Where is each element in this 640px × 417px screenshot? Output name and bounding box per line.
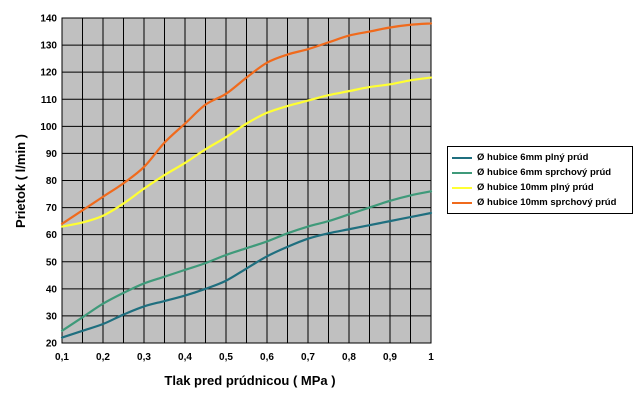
y-tick-label: 80 <box>46 176 58 187</box>
series-line-1 <box>60 211 433 339</box>
x-tick-label: 0,2 <box>96 352 110 363</box>
y-tick-label: 20 <box>46 339 58 350</box>
x-tick-label: 0,8 <box>342 352 356 363</box>
legend-label: Ø hubice 10mm sprchový prúd <box>477 197 617 208</box>
x-tick-label: 0,6 <box>260 352 274 363</box>
x-tick-label: 0,5 <box>219 352 233 363</box>
x-axis-title: Tlak pred prúdnicou ( MPa ) <box>164 373 335 388</box>
legend-label: Ø hubice 6mm plný prúd <box>477 152 589 163</box>
y-tick-label: 110 <box>41 95 58 106</box>
y-tick-label: 120 <box>40 68 57 79</box>
legend-swatch <box>452 186 472 189</box>
x-tick-label: 0,7 <box>301 352 315 363</box>
gridlines <box>61 17 432 344</box>
legend-item: Ø hubice 6mm plný prúd <box>452 150 628 165</box>
series-line-2 <box>60 190 433 332</box>
legend-swatch <box>452 201 472 204</box>
x-tick-label: 0,1 <box>55 352 69 363</box>
x-tick-label: 0,4 <box>178 352 192 363</box>
legend-label: Ø hubice 10mm plný prúd <box>477 182 594 193</box>
chart-legend: Ø hubice 6mm plný prúd Ø hubice 6mm sprch… <box>447 146 633 214</box>
legend-item: Ø hubice 6mm sprchový prúd <box>452 165 628 180</box>
series-line-4 <box>60 22 433 225</box>
plot-frame <box>61 17 432 344</box>
y-tick-label: 100 <box>40 122 57 133</box>
y-tick-label: 50 <box>46 257 58 268</box>
y-tick-label: 60 <box>46 230 58 241</box>
legend-label: Ø hubice 6mm sprchový prúd <box>477 167 612 178</box>
y-axis-ticks: 20 30 40 50 60 70 80 90 100 110 120 130 140 <box>40 14 57 350</box>
x-tick-label: 0,9 <box>383 352 397 363</box>
y-tick-label: 70 <box>46 203 58 214</box>
y-tick-label: 140 <box>40 14 57 25</box>
legend-swatch <box>452 156 472 159</box>
x-tick-label: 0,3 <box>137 352 151 363</box>
legend-item: Ø hubice 10mm sprchový prúd <box>452 195 628 210</box>
legend-swatch <box>452 171 472 174</box>
series-layer <box>60 22 433 339</box>
series-line-3 <box>60 76 433 228</box>
x-axis-ticks: 0,1 0,2 0,3 0,4 0,5 0,6 0,7 0,8 0,9 1 <box>55 352 434 363</box>
y-axis-title: Prietok ( l/min ) <box>13 134 28 228</box>
legend-item: Ø hubice 10mm plný prúd <box>452 180 628 195</box>
y-tick-label: 30 <box>46 311 58 322</box>
x-tick-label: 1 <box>428 352 434 363</box>
y-tick-label: 40 <box>46 284 58 295</box>
y-tick-label: 130 <box>40 41 57 52</box>
y-tick-label: 90 <box>46 149 58 160</box>
